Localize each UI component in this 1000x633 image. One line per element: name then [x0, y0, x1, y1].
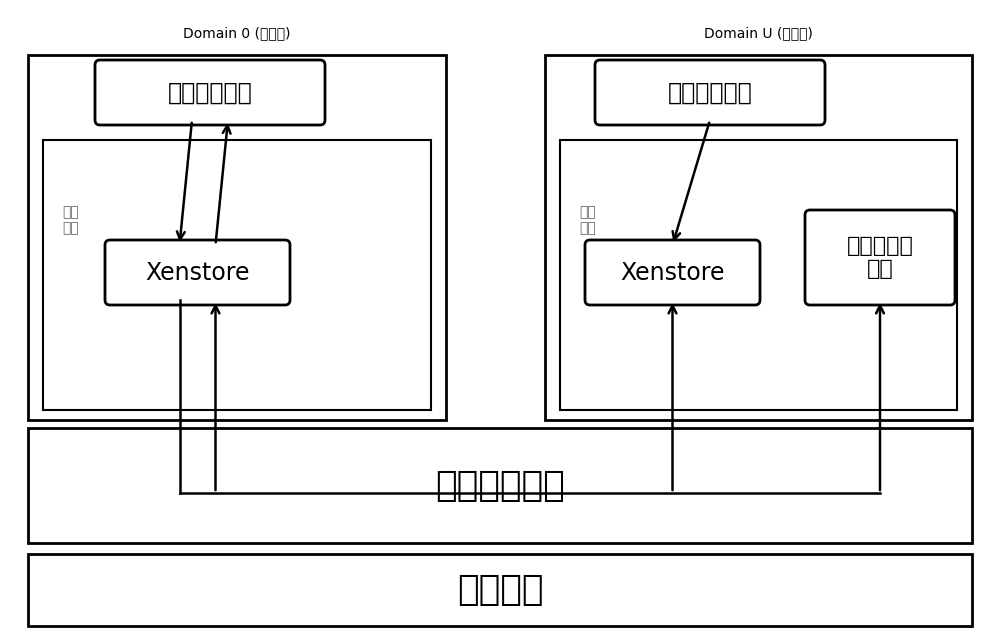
Bar	[28, 554, 972, 626]
Text: 动态内存分配: 动态内存分配	[168, 80, 252, 104]
Text: 操作
系统: 操作 系统	[63, 205, 79, 235]
FancyBboxPatch shape	[95, 60, 325, 125]
Bar	[28, 428, 972, 543]
FancyBboxPatch shape	[585, 240, 760, 305]
Bar	[545, 55, 972, 420]
Text: 物理硬件: 物理硬件	[457, 573, 543, 607]
Text: Domain U (客户域): Domain U (客户域)	[704, 26, 813, 40]
Text: 内存信息监控: 内存信息监控	[668, 80, 752, 104]
Text: 内存热插拔
驱动: 内存热插拔 驱动	[847, 236, 913, 279]
Text: Xenstore: Xenstore	[145, 261, 250, 284]
Bar	[28, 55, 446, 420]
FancyBboxPatch shape	[805, 210, 955, 305]
Bar	[43, 140, 431, 410]
FancyBboxPatch shape	[595, 60, 825, 125]
FancyBboxPatch shape	[105, 240, 290, 305]
Text: 虚拟机管理器: 虚拟机管理器	[435, 468, 565, 503]
Text: 操作
系统: 操作 系统	[580, 205, 596, 235]
Bar	[560, 140, 957, 410]
Text: Domain 0 (特权域): Domain 0 (特权域)	[183, 26, 291, 40]
Text: Xenstore: Xenstore	[620, 261, 725, 284]
